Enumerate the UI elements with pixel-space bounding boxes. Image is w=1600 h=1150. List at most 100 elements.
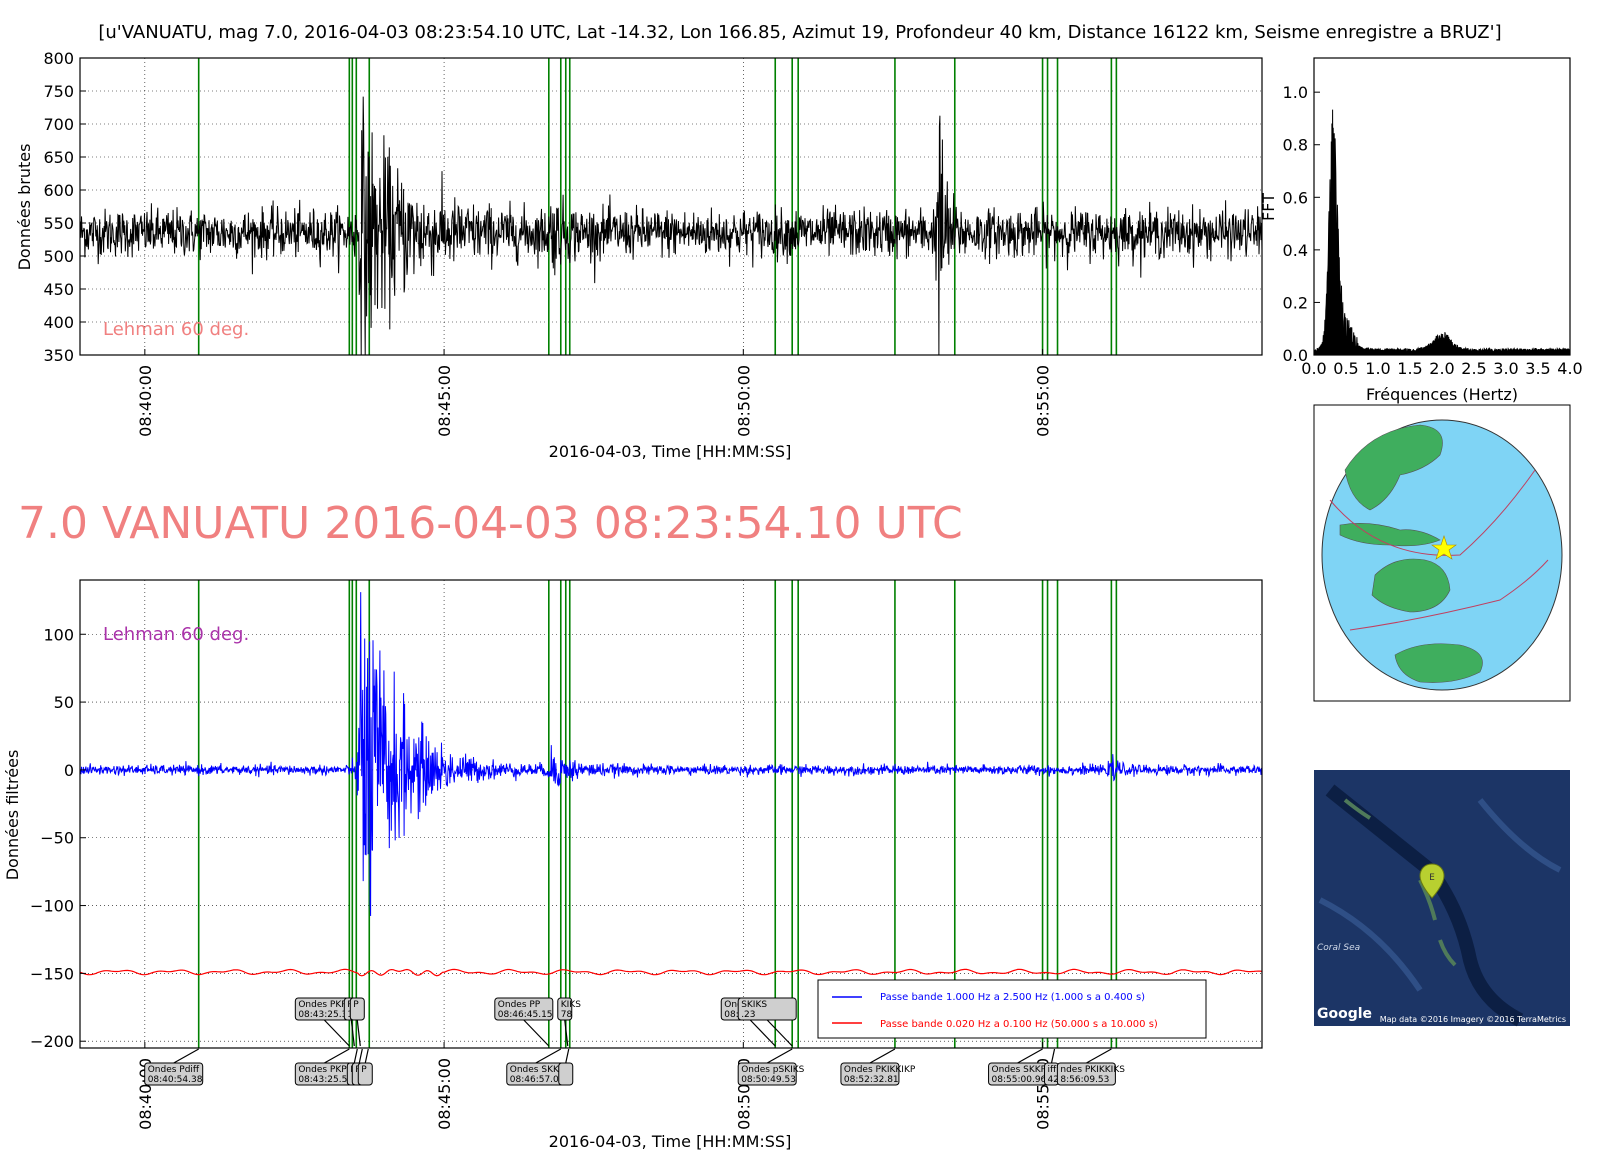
phase-label-upper-0-0: Ondes PKP — [298, 1000, 347, 1010]
phase-arrow-lower-6 — [565, 1048, 570, 1064]
phase-box-lower-0 — [144, 1062, 204, 1086]
phase-label-upper-0-1: 08:43:25.38 — [298, 1010, 353, 1020]
0-xtick-label-1: 08:45:00 — [435, 365, 454, 437]
fft-xlabel: Fréquences (Hertz) — [1366, 385, 1518, 404]
filtered-ylabel: Données filtrées — [3, 750, 22, 881]
fft-xtick-label-5: 2.5 — [1461, 359, 1486, 378]
0-xtick-label-3: 08:55:00 — [1034, 365, 1053, 437]
filtered-ytick-label-0: −200 — [30, 1032, 74, 1051]
phase-label-upper-2-0: P — [353, 1000, 359, 1010]
phase-arrow-lower-3 — [358, 1048, 363, 1064]
australia-landmass — [1371, 558, 1451, 613]
phase-label-lower-5-1: 08:46:57.07 — [510, 1075, 565, 1085]
globe-map — [1313, 404, 1571, 702]
fft-yticks: 0.0 0.2 0.4 0.6 0.8 1.0 — [1283, 83, 1320, 365]
fft-xtick-label-2: 1.0 — [1365, 359, 1390, 378]
map-credits: Map data ©2016 Imagery ©2016 TerraMetric… — [1380, 1015, 1566, 1024]
fft-xtick-label-7: 3.5 — [1525, 359, 1550, 378]
phase-arrow-lower-0 — [173, 1048, 199, 1064]
phase-box-upper-2 — [349, 997, 365, 1021]
phase-label-lower-8-0: Ondes PKIKKIKP — [844, 1065, 916, 1075]
filtered-ytick-label-4: 0 — [64, 761, 74, 780]
raw-annotation: Lehman 60 deg. — [103, 319, 249, 340]
asia-landmass — [1344, 424, 1443, 511]
phase-arrow-lower-11 — [1086, 1048, 1112, 1064]
phase-label-upper-6-1: .23 — [741, 1010, 755, 1020]
filtered-ytick-label-5: 50 — [54, 693, 74, 712]
fft-ytick-label-1: 0.2 — [1283, 293, 1308, 312]
phase-label-lower-11-1: 8:56:09.53 — [1060, 1075, 1109, 1085]
trench-feature — [1325, 784, 1524, 1027]
phase-label-lower-7-1: 08:50:49.53 — [741, 1075, 796, 1085]
legend: Passe bande 1.000 Hz a 2.500 Hz (1.000 s… — [817, 979, 1207, 1039]
phase-label-lower-9-0: Ondes SKKP — [992, 1065, 1047, 1075]
fft-ytick-label-4: 0.8 — [1283, 136, 1308, 155]
indonesia-landmass — [1339, 523, 1441, 547]
phase-arrow-upper-1 — [350, 1019, 355, 1047]
phase-arrow-lower-5 — [535, 1048, 562, 1064]
phase-arrow-lower-8 — [869, 1048, 896, 1064]
raw-yticks: 350 400 450 500 550 600 650 700 750 800 — [43, 49, 86, 365]
phase-label-lower-10-0: iff — [1048, 1065, 1058, 1075]
fft-ytick-label-3: 0.6 — [1283, 188, 1308, 207]
filtered-xlabel: 2016-04-03, Time [HH:MM:SS] — [549, 1132, 792, 1150]
phase-label-upper-6-0: SKIKS — [741, 1000, 767, 1010]
raw-ytick-label-6: 650 — [43, 148, 74, 167]
phase-label-lower-0-1: 08:40:54.38 — [148, 1075, 203, 1085]
fft-xtick-label-0: 0.0 — [1301, 359, 1326, 378]
phase-label-lower-1-1: 08:43:25.53 — [298, 1075, 353, 1085]
phase-arrow-lower-10 — [1050, 1048, 1056, 1064]
filtered-grid — [80, 580, 1262, 1048]
filtered-ytick-label-3: −50 — [40, 829, 74, 848]
phase-box-upper-3 — [494, 997, 554, 1021]
phase-arrow-upper-0 — [323, 1019, 350, 1047]
fft-xtick-label-3: 1.5 — [1397, 359, 1422, 378]
filtered-ytick-label-6: 100 — [43, 625, 74, 644]
phase-box-upper-4 — [557, 997, 573, 1021]
filtered-red-trace — [79, 968, 1263, 977]
map-pin-icon — [1419, 863, 1445, 899]
phase-label-lower-0-0: Ondes Pdiff — [148, 1065, 200, 1075]
filtered-data-chart: −200 −150 −100 −50 0 50 100 08:40:00 08:45:00 08… — [3, 579, 1263, 1150]
raw-xlabel: 2016-04-03, Time [HH:MM:SS] — [549, 442, 792, 461]
phase-label-upper-3-0: Ondes PP — [498, 1000, 541, 1010]
raw-ytick-label-8: 750 — [43, 82, 74, 101]
phase-label-upper-4-1: 78 — [561, 1010, 573, 1020]
fft-ytick-label-5: 1.0 — [1283, 83, 1308, 102]
raw-ytick-label-3: 500 — [43, 247, 74, 266]
phase-box-lower-8 — [840, 1062, 900, 1086]
plate-boundaries — [1329, 469, 1549, 631]
legend-blue: Passe bande 1.000 Hz a 2.500 Hz (1.000 s… — [880, 992, 1145, 1003]
filtered-xticks: 08:40:00 08:45:00 08:50:00 08:55:00 — [136, 1042, 1053, 1130]
fft-ytick-label-0: 0.0 — [1283, 346, 1308, 365]
fft-ytick-label-2: 0.4 — [1283, 241, 1308, 260]
raw-ytick-label-4: 550 — [43, 214, 74, 233]
phase-arrow-upper-2 — [356, 1019, 361, 1047]
phase-label-lower-9-1: 08:55:00.96 — [992, 1075, 1047, 1085]
raw-ylabel: Données brutes — [15, 144, 34, 271]
ridge-feature — [1318, 798, 1562, 992]
filtered-ytick-label-1: −150 — [30, 964, 74, 983]
phase-label-lower-1-0: Ondes PKP — [298, 1065, 347, 1075]
phase-arrow-lower-4 — [364, 1048, 369, 1064]
antarctica-landmass — [1394, 643, 1483, 683]
phase-arrow-lower-9 — [1017, 1048, 1043, 1064]
filtered-phase-lines — [197, 580, 1118, 1048]
phase-label-upper-4-0: KIKS — [561, 1000, 581, 1010]
satellite-map: E Coral Sea Google Map data ©2016 Imager… — [1314, 770, 1570, 1027]
raw-ytick-label-2: 450 — [43, 280, 74, 299]
phase-label-lower-4-0: P — [361, 1065, 367, 1075]
event-title: 7.0 VANUATU 2016-04-03 08:23:54.10 UTC — [18, 498, 963, 549]
raw-xticks: 08:40:00 08:45:00 08:50:00 08:55:00 — [136, 349, 1053, 437]
phase-box-lower-6 — [558, 1062, 574, 1086]
raw-ytick-label-0: 350 — [43, 346, 74, 365]
fft-xtick-label-1: 0.5 — [1333, 359, 1358, 378]
raw-ytick-label-9: 800 — [43, 49, 74, 68]
phase-label-lower-5-0: Ondes SKKP — [510, 1065, 565, 1075]
fft-trace — [1313, 109, 1571, 356]
fft-xtick-label-8: 4.0 — [1557, 359, 1582, 378]
phase-label-lower-7-0: Ondes pSKIKS — [741, 1065, 804, 1075]
